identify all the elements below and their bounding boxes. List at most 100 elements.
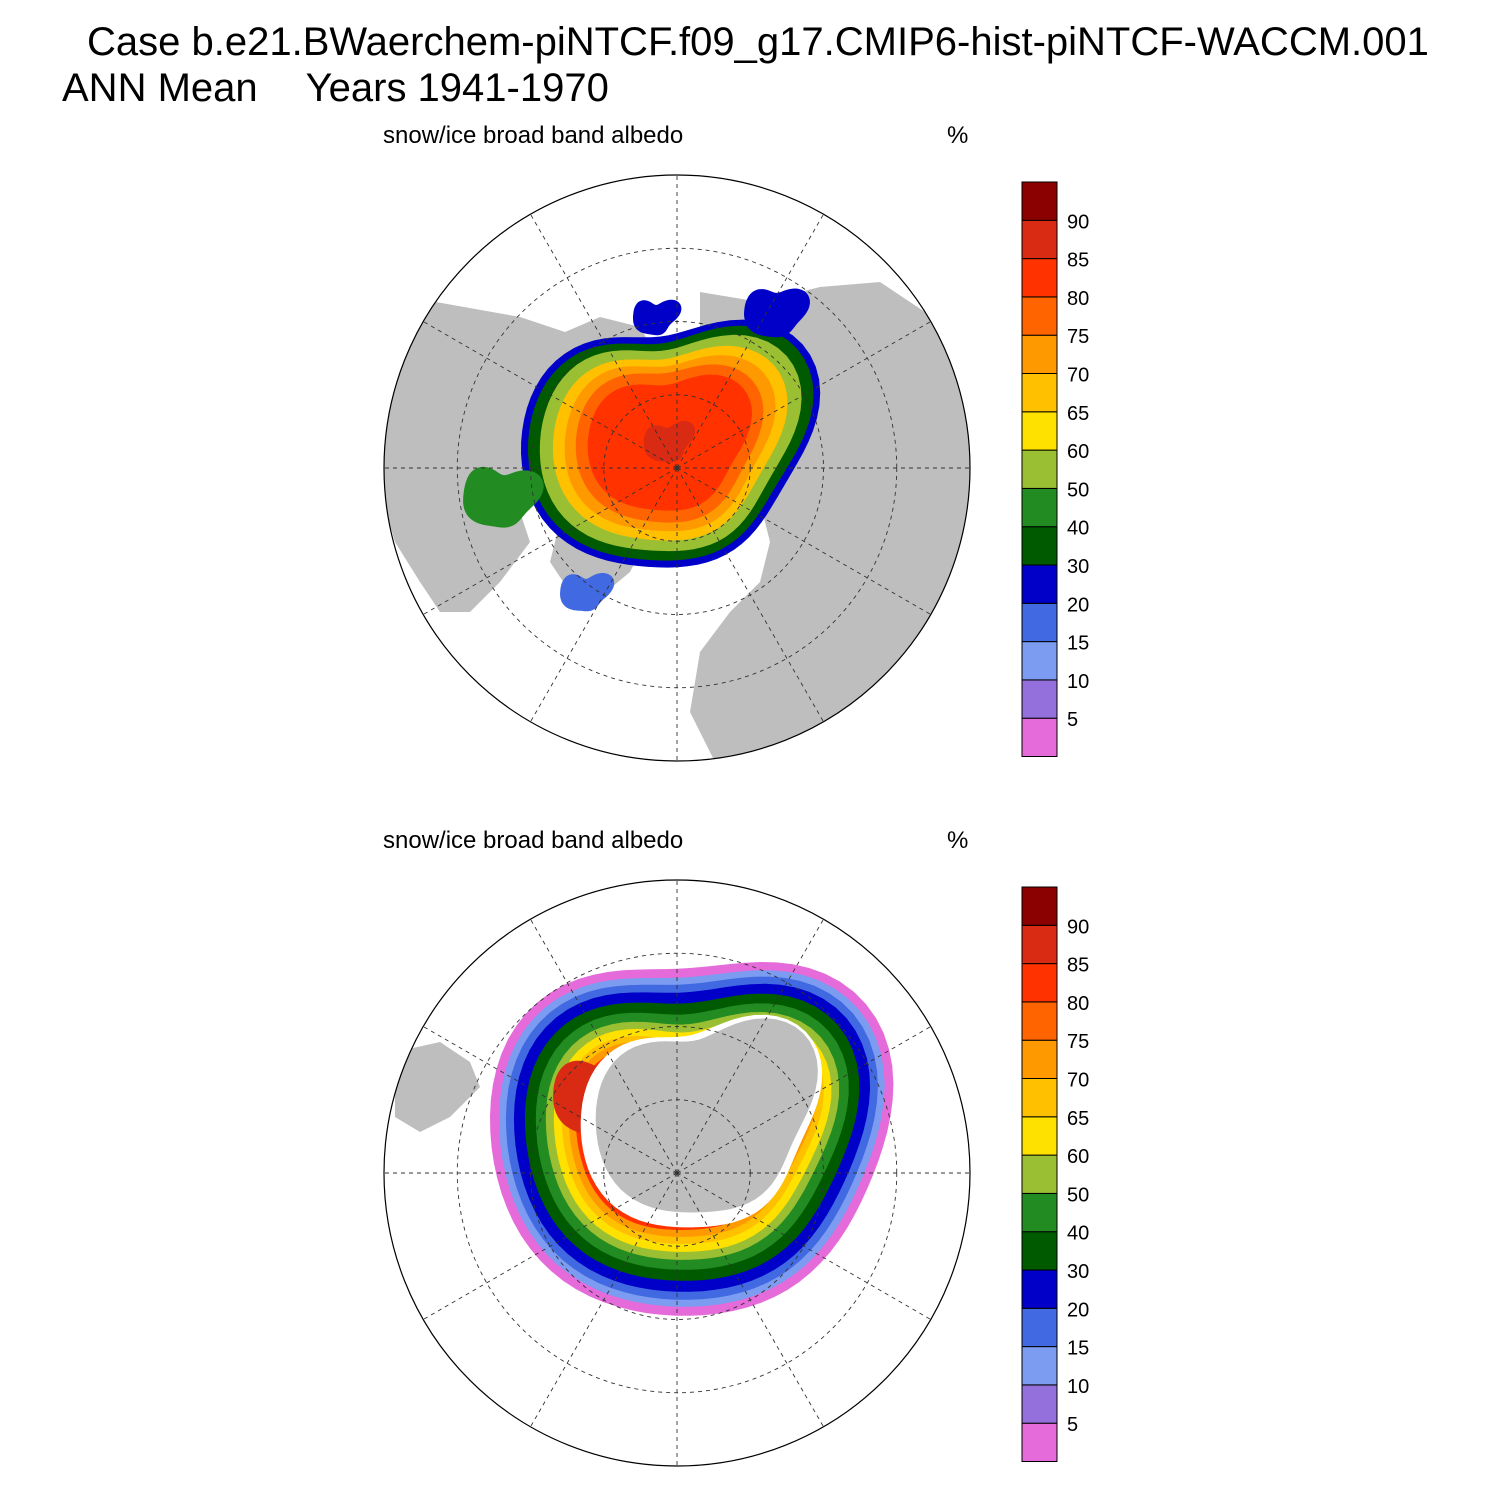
colorbar: 5 10 15 20 30 40 50 60 65 70 75 80 85 90 xyxy=(1021,886,1089,1463)
colorbar-swatch xyxy=(1021,602,1058,643)
colorbar-tick-label: 80 xyxy=(1067,993,1089,1015)
meridian-line xyxy=(530,1172,678,1427)
season-label: ANN Mean xyxy=(62,66,258,110)
years-label: Years 1941-1970 xyxy=(305,66,609,110)
colorbar-tick-label: 85 xyxy=(1067,250,1089,272)
map-fields xyxy=(384,282,970,761)
colorbar-tick-label: 30 xyxy=(1067,556,1089,578)
colorbar-swatch xyxy=(1021,886,1058,926)
colorbar-swatch xyxy=(1021,924,1058,965)
colorbar-tick-label: 10 xyxy=(1067,671,1089,693)
south-america-tip-land xyxy=(395,1042,480,1132)
colorbar-swatch xyxy=(1021,487,1058,528)
meridian-line xyxy=(530,214,678,469)
variable-label-north: snow/ice broad band albedo xyxy=(383,122,684,149)
meridian-line xyxy=(676,919,824,1174)
hudson-bay-ice xyxy=(463,466,544,528)
colorbar-tick-label: 90 xyxy=(1067,211,1089,233)
graticule xyxy=(384,175,970,761)
south-polar-map: 5 10 15 20 30 40 50 60 65 70 75 80 85 90 xyxy=(383,879,1089,1467)
colorbar-swatch xyxy=(1021,258,1058,298)
colorbar-swatch xyxy=(1021,641,1058,681)
meridian-line xyxy=(676,1172,824,1427)
north-polar-map: 5 10 15 20 30 40 50 60 65 70 75 80 85 90 xyxy=(383,174,1089,762)
colorbar-swatch xyxy=(1021,717,1058,758)
colorbar-tick-label: 65 xyxy=(1067,403,1089,425)
colorbar-tick-label: 70 xyxy=(1067,365,1089,387)
colorbar: 5 10 15 20 30 40 50 60 65 70 75 80 85 90 xyxy=(1021,181,1089,758)
colorbar-swatch xyxy=(1021,1154,1058,1194)
colorbar-swatch xyxy=(1021,219,1058,260)
colorbar-swatch xyxy=(1021,1346,1058,1386)
colorbar-tick-label: 20 xyxy=(1067,1299,1089,1321)
colorbar-tick-label: 15 xyxy=(1067,1338,1089,1360)
labrador-sea-ice xyxy=(560,573,615,612)
map-fields xyxy=(395,962,894,1316)
colorbar-tick-label: 75 xyxy=(1067,326,1089,348)
period-title: ANN Mean Years 1941-1970 xyxy=(62,68,609,108)
colorbar-swatch xyxy=(1021,1422,1058,1463)
okhotsk-sea-ice xyxy=(744,288,810,338)
colorbar-tick-label: 50 xyxy=(1067,479,1089,501)
meridian-line xyxy=(676,321,931,469)
colorbar-tick-label: 80 xyxy=(1067,288,1089,310)
colorbar-swatch xyxy=(1021,1307,1058,1348)
units-label-north: % xyxy=(947,122,969,149)
colorbar-tick-label: 10 xyxy=(1067,1376,1089,1398)
colorbar-swatch xyxy=(1021,1078,1058,1118)
colorbar-swatch xyxy=(1021,1039,1058,1079)
meridian-line xyxy=(530,919,678,1174)
colorbar-swatch xyxy=(1021,1192,1058,1233)
colorbar-tick-label: 40 xyxy=(1067,1223,1089,1245)
colorbar-tick-label: 90 xyxy=(1067,916,1089,938)
meridian-line xyxy=(676,214,824,469)
meridian-line xyxy=(676,1026,931,1174)
colorbar-swatch xyxy=(1021,373,1058,413)
colorbar-swatch xyxy=(1021,1269,1058,1309)
colorbar-swatch xyxy=(1021,564,1058,604)
colorbar-tick-label: 5 xyxy=(1067,1414,1078,1436)
meridian-line xyxy=(423,467,678,615)
colorbar-swatch xyxy=(1021,1384,1058,1424)
colorbar-swatch xyxy=(1021,1116,1058,1156)
bering-sea-ice xyxy=(633,299,682,336)
meridian-line xyxy=(423,321,678,469)
colorbar-tick-label: 60 xyxy=(1067,441,1089,463)
case-title: Case b.e21.BWaerchem-piNTCF.f09_g17.CMIP… xyxy=(87,20,1429,64)
units-label-south: % xyxy=(947,827,969,854)
colorbar-swatch xyxy=(1021,679,1058,719)
variable-label-south: snow/ice broad band albedo xyxy=(383,827,684,854)
colorbar-tick-label: 70 xyxy=(1067,1070,1089,1092)
colorbar-tick-label: 5 xyxy=(1067,709,1078,731)
albedo-contour-band xyxy=(643,420,695,463)
colorbar-swatch xyxy=(1021,296,1058,336)
map-boundary xyxy=(383,174,971,762)
colorbar-tick-label: 20 xyxy=(1067,594,1089,616)
map-boundary xyxy=(383,879,971,1467)
colorbar-swatch xyxy=(1021,449,1058,489)
colorbar-swatch xyxy=(1021,526,1058,566)
meridian-line xyxy=(423,1172,678,1320)
colorbar-tick-label: 40 xyxy=(1067,518,1089,540)
colorbar-swatch xyxy=(1021,334,1058,374)
meridian-line xyxy=(530,467,678,722)
colorbar-tick-label: 30 xyxy=(1067,1261,1089,1283)
colorbar-swatch xyxy=(1021,411,1058,451)
meridian-line xyxy=(423,1026,678,1174)
meridian-line xyxy=(676,1172,931,1320)
colorbar-tick-label: 50 xyxy=(1067,1184,1089,1206)
colorbar-tick-label: 60 xyxy=(1067,1146,1089,1168)
colorbar-tick-label: 65 xyxy=(1067,1108,1089,1130)
colorbar-swatch xyxy=(1021,181,1058,221)
south-polar-panel: snow/ice broad band albedo % 5 10 15 20 30 40… xyxy=(0,817,1500,1500)
north-polar-panel: snow/ice broad band albedo % 5 10 15 20 30 40… xyxy=(0,112,1500,812)
colorbar-tick-label: 85 xyxy=(1067,955,1089,977)
meridian-line xyxy=(676,467,824,722)
colorbar-tick-label: 75 xyxy=(1067,1031,1089,1053)
graticule xyxy=(384,880,970,1466)
colorbar-swatch xyxy=(1021,1231,1058,1271)
meridian-line xyxy=(676,467,931,615)
antarctica-land xyxy=(595,1018,818,1213)
colorbar-tick-label: 15 xyxy=(1067,633,1089,655)
